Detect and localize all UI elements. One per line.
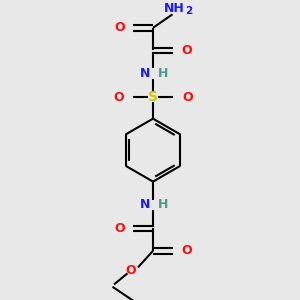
Text: H: H bbox=[158, 67, 169, 80]
Text: N: N bbox=[140, 199, 150, 212]
Text: O: O bbox=[181, 44, 192, 57]
Text: S: S bbox=[148, 90, 158, 104]
Text: O: O bbox=[114, 222, 125, 235]
Text: H: H bbox=[158, 199, 169, 212]
Text: O: O bbox=[113, 91, 124, 103]
Text: O: O bbox=[125, 264, 136, 277]
Text: 2: 2 bbox=[185, 6, 193, 16]
Text: O: O bbox=[181, 244, 192, 257]
Text: O: O bbox=[182, 91, 193, 103]
Text: N: N bbox=[140, 67, 150, 80]
Text: NH: NH bbox=[164, 2, 184, 15]
Text: O: O bbox=[114, 21, 125, 34]
